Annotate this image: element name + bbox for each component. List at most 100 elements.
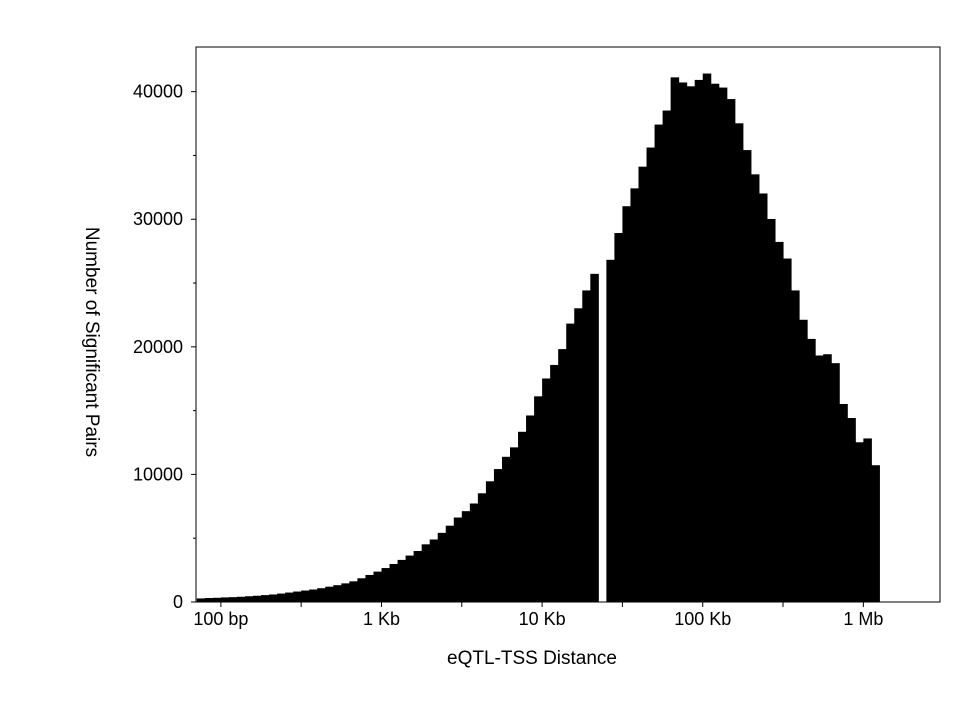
histogram-bar — [461, 511, 471, 602]
histogram-bar — [750, 174, 760, 602]
histogram-bar — [638, 166, 648, 602]
histogram-bar — [590, 273, 599, 602]
histogram-bar — [493, 469, 503, 602]
histogram-bar — [783, 258, 792, 602]
histogram-bar — [670, 77, 680, 603]
x-axis-ticks: 100 bp 1 Kb 10 Kb 100 Kb 1 Mb — [193, 602, 883, 629]
histogram-bar — [349, 581, 358, 602]
histogram-bar — [766, 218, 776, 603]
histogram-bar — [196, 598, 206, 602]
histogram-bar — [381, 568, 391, 602]
histogram-bar — [501, 456, 511, 602]
histogram-bar — [220, 597, 230, 602]
histogram-bar — [791, 290, 800, 602]
histogram-bar — [831, 363, 840, 602]
y-tick-label: 10000 — [133, 464, 183, 484]
histogram-bar — [261, 595, 270, 602]
histogram-bar — [389, 563, 399, 602]
y-axis-title: Number of Significant Pairs — [81, 227, 102, 457]
histogram-bar — [485, 481, 495, 602]
histogram-bar — [614, 233, 623, 602]
histogram-bar — [815, 355, 824, 602]
histogram-bar — [863, 438, 872, 602]
histogram-bar — [285, 592, 294, 602]
histogram-bar — [341, 583, 350, 602]
histogram-bar — [373, 571, 382, 602]
x-tick-label: 100 Kb — [674, 609, 731, 629]
histogram-bar — [317, 588, 326, 602]
bars-group — [196, 73, 880, 603]
histogram-bar — [277, 593, 286, 602]
histogram-bar — [630, 188, 639, 602]
x-axis-title: eQTL-TSS Distance — [447, 648, 617, 669]
histogram-bar — [742, 150, 752, 602]
histogram-bar — [212, 597, 222, 602]
histogram-bar — [550, 364, 559, 602]
histogram-bar — [534, 396, 543, 602]
histogram-bar — [726, 99, 736, 602]
x-tick-label: 100 bp — [193, 609, 248, 629]
histogram-bar — [333, 585, 342, 602]
histogram-bar — [606, 259, 615, 602]
histogram-bar — [718, 87, 728, 602]
histogram-bar — [582, 290, 591, 602]
histogram-bar — [542, 378, 551, 602]
y-axis-ticks: 0 10000 20000 30000 40000 — [133, 82, 196, 612]
histogram-bar — [855, 442, 864, 602]
histogram-bar — [445, 525, 455, 602]
histogram-bar — [654, 124, 664, 602]
plot-frame — [195, 46, 941, 603]
histogram-bar — [325, 586, 334, 602]
histogram-bar — [526, 415, 535, 602]
histogram-bar — [566, 323, 575, 602]
histogram-bar — [574, 308, 583, 602]
histogram-bar — [453, 517, 463, 602]
histogram-bar — [301, 590, 310, 602]
x-tick-label: 1 Mb — [843, 609, 883, 629]
histogram-bar — [437, 532, 447, 602]
histogram-bar — [807, 338, 816, 602]
x-tick-label: 10 Kb — [519, 609, 566, 629]
histogram-bar — [309, 589, 318, 602]
y-tick-label: 30000 — [133, 209, 183, 229]
histogram-bar — [839, 403, 848, 602]
histogram-bar — [775, 241, 784, 602]
histogram-bar — [799, 319, 808, 602]
histogram-bar — [646, 147, 656, 603]
histogram-bar — [253, 595, 262, 602]
histogram-bar — [518, 431, 527, 602]
histogram-bar — [662, 110, 672, 602]
x-tick-label: 1 Kb — [363, 609, 400, 629]
histogram-bar — [413, 550, 423, 602]
histogram-bar — [269, 594, 278, 602]
y-tick-label: 40000 — [133, 82, 183, 102]
histogram-bar — [204, 598, 214, 602]
histogram-bar — [244, 596, 254, 602]
histogram-bar — [702, 73, 712, 603]
histogram-bar — [469, 503, 479, 602]
histogram-bar — [236, 596, 246, 602]
histogram-bar — [429, 539, 439, 602]
histogram-bar — [734, 123, 744, 603]
histogram-bar — [678, 82, 688, 603]
histogram-bar — [847, 418, 856, 602]
histogram-bar — [558, 349, 567, 602]
histogram-bar — [622, 206, 631, 603]
histogram-bar — [871, 465, 880, 602]
histogram-bar — [421, 544, 431, 602]
histogram-bar — [228, 597, 238, 602]
histogram-bar — [710, 83, 720, 603]
histogram-bar — [758, 193, 768, 602]
y-tick-label: 0 — [173, 592, 183, 612]
histogram-bar — [510, 447, 519, 602]
histogram-bar — [686, 86, 696, 603]
histogram-bar — [477, 493, 487, 602]
histogram-bar — [405, 555, 415, 602]
histogram-bar — [823, 354, 832, 602]
histogram-bar — [694, 79, 704, 603]
histogram-bar — [293, 591, 302, 602]
histogram-bar — [357, 578, 366, 602]
histogram-bar — [397, 559, 407, 602]
y-tick-label: 20000 — [133, 337, 183, 357]
